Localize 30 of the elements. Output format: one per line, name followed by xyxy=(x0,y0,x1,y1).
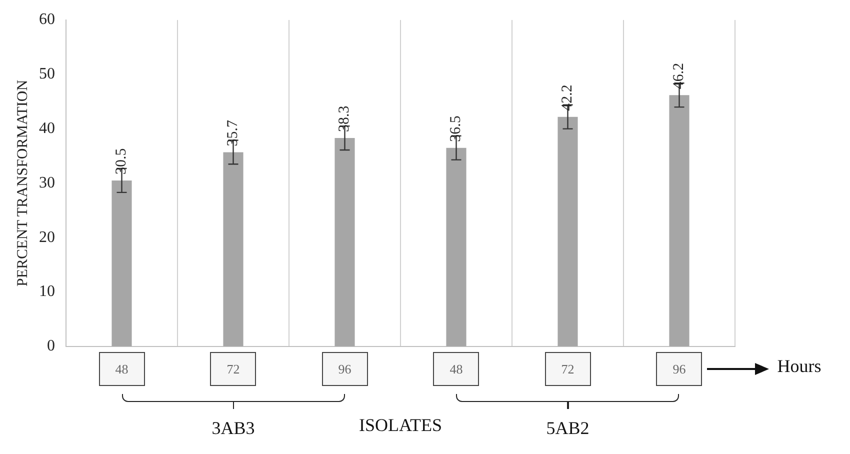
x-tick-label: 96 xyxy=(338,362,352,377)
y-tick-label: 40 xyxy=(39,120,55,138)
y-tick-label: 60 xyxy=(39,11,55,28)
x-tick-label: 72 xyxy=(226,362,240,377)
data-label: 46.2 xyxy=(671,62,688,90)
x-tick-label: 48 xyxy=(115,362,128,377)
text: 3AB3 xyxy=(212,418,255,440)
data-label: 30.5 xyxy=(114,148,130,174)
bar xyxy=(446,148,466,346)
data-label: 35.7 xyxy=(225,119,242,146)
y-axis-title: PERCENT TRANSFORMATION xyxy=(14,80,31,286)
bar xyxy=(334,138,355,346)
y-tick-label: 10 xyxy=(39,283,55,300)
bar xyxy=(669,95,690,346)
data-label: 36.5 xyxy=(448,116,464,142)
y-tick-label: 20 xyxy=(39,228,55,246)
text: Hours xyxy=(777,356,822,378)
x-tick-label: 96 xyxy=(672,362,686,377)
x-tick-label: 72 xyxy=(561,362,574,377)
data-label: 38.3 xyxy=(336,106,353,132)
text: ISOLATES xyxy=(358,415,442,436)
data-label: 42.2 xyxy=(560,84,576,111)
y-tick-label: 50 xyxy=(39,66,55,83)
bar xyxy=(223,152,244,346)
bar xyxy=(558,116,578,346)
bar xyxy=(112,180,132,346)
text: 5AB2 xyxy=(546,418,590,440)
y-tick-label: 30 xyxy=(39,174,55,192)
x-tick-label: 48 xyxy=(450,362,463,377)
y-tick-label: 0 xyxy=(47,338,55,355)
